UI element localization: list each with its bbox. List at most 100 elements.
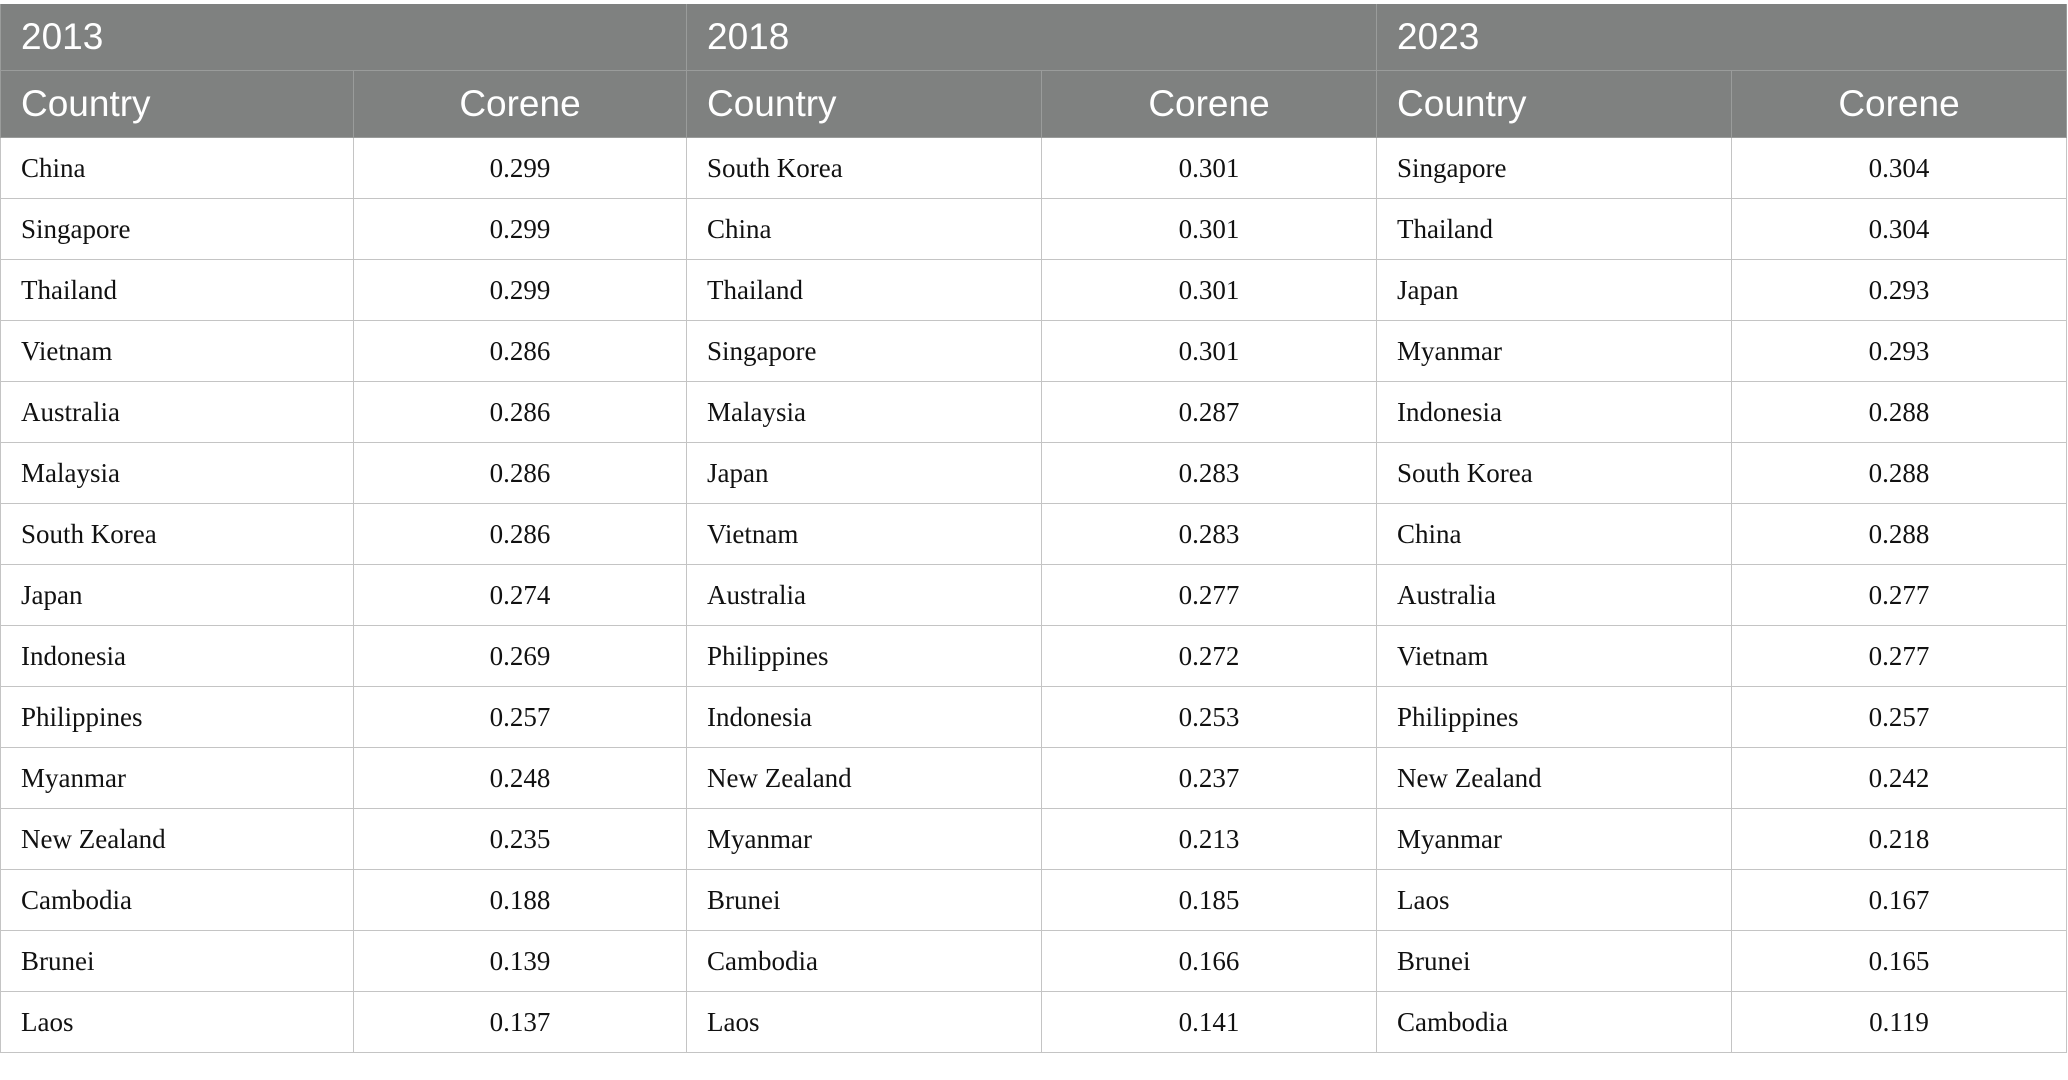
table-row: Myanmar 0.248 New Zealand 0.237 New Zealand 0… (0, 747, 2067, 809)
corene-value-cell: 0.218 (1731, 808, 2067, 870)
country-cell: Laos (686, 991, 1042, 1053)
country-cell: Singapore (0, 198, 354, 260)
country-cell: Thailand (1376, 198, 1732, 260)
country-cell: South Korea (686, 137, 1042, 199)
country-cell: Cambodia (0, 869, 354, 931)
country-cell: Australia (1376, 564, 1732, 626)
corene-value-cell: 0.119 (1731, 991, 2067, 1053)
corene-value-cell: 0.272 (1041, 625, 1377, 687)
corene-value-cell: 0.257 (1731, 686, 2067, 748)
corene-value-cell: 0.283 (1041, 442, 1377, 504)
table-row: China 0.299 South Korea 0.301 Singapore 0.304 (0, 137, 2067, 199)
country-cell: Laos (0, 991, 354, 1053)
corene-value-cell: 0.283 (1041, 503, 1377, 565)
table-row: Brunei 0.139 Cambodia 0.166 Brunei 0.165 (0, 930, 2067, 992)
country-cell: Indonesia (0, 625, 354, 687)
table-row: Philippines 0.257 Indonesia 0.253 Philippine… (0, 686, 2067, 748)
year-header-2013: 2013 (0, 4, 687, 71)
table-header: 2013 2018 2023 Country Corene Country Co… (0, 4, 2067, 138)
year-header-2018: 2018 (686, 4, 1377, 71)
country-cell: Indonesia (1376, 381, 1732, 443)
country-cell: New Zealand (1376, 747, 1732, 809)
corene-value-cell: 0.269 (353, 625, 687, 687)
corene-value-cell: 0.248 (353, 747, 687, 809)
table-row: Cambodia 0.188 Brunei 0.185 Laos 0.167 (0, 869, 2067, 931)
country-cell: Malaysia (686, 381, 1042, 443)
corene-value-cell: 0.288 (1731, 503, 2067, 565)
country-cell: Singapore (686, 320, 1042, 382)
country-cell: Vietnam (0, 320, 354, 382)
corene-value-cell: 0.286 (353, 503, 687, 565)
corene-value-cell: 0.301 (1041, 320, 1377, 382)
corene-value-cell: 0.137 (353, 991, 687, 1053)
country-cell: South Korea (0, 503, 354, 565)
country-cell: Myanmar (0, 747, 354, 809)
year-header-row: 2013 2018 2023 (0, 4, 2067, 71)
country-cell: Philippines (0, 686, 354, 748)
table-row: Indonesia 0.269 Philippines 0.272 Vietnam 0.2… (0, 625, 2067, 687)
corene-value-cell: 0.288 (1731, 381, 2067, 443)
table-row: South Korea 0.286 Vietnam 0.283 China 0.288 (0, 503, 2067, 565)
country-cell: Indonesia (686, 686, 1042, 748)
country-cell: South Korea (1376, 442, 1732, 504)
country-cell: Japan (686, 442, 1042, 504)
corene-value-cell: 0.165 (1731, 930, 2067, 992)
country-cell: Cambodia (1376, 991, 1732, 1053)
column-header-country: Country (686, 70, 1042, 138)
corene-value-cell: 0.237 (1041, 747, 1377, 809)
country-cell: Brunei (686, 869, 1042, 931)
country-cell: Thailand (0, 259, 354, 321)
corene-value-cell: 0.304 (1731, 137, 2067, 199)
corene-value-cell: 0.299 (353, 137, 687, 199)
table-row: Thailand 0.299 Thailand 0.301 Japan 0.293 (0, 259, 2067, 321)
country-cell: China (0, 137, 354, 199)
country-cell: Brunei (0, 930, 354, 992)
corene-value-cell: 0.288 (1731, 442, 2067, 504)
country-cell: Brunei (1376, 930, 1732, 992)
table-row: Japan 0.274 Australia 0.277 Australia 0.277 (0, 564, 2067, 626)
corene-value-cell: 0.299 (353, 198, 687, 260)
year-header-2023: 2023 (1376, 4, 2067, 71)
country-cell: Japan (1376, 259, 1732, 321)
country-cell: Japan (0, 564, 354, 626)
table-row: New Zealand 0.235 Myanmar 0.213 Myanmar 0.218 (0, 808, 2067, 870)
corene-value-cell: 0.277 (1731, 564, 2067, 626)
table-row: Singapore 0.299 China 0.301 Thailand 0.304 (0, 198, 2067, 260)
corene-value-cell: 0.277 (1731, 625, 2067, 687)
table-row: Laos 0.137 Laos 0.141 Cambodia 0.119 (0, 991, 2067, 1053)
country-cell: Laos (1376, 869, 1732, 931)
corene-value-cell: 0.213 (1041, 808, 1377, 870)
ranking-table: 2013 2018 2023 Country Corene Country Co… (0, 4, 2067, 1053)
corene-value-cell: 0.185 (1041, 869, 1377, 931)
country-cell: Malaysia (0, 442, 354, 504)
corene-value-cell: 0.293 (1731, 320, 2067, 382)
corene-value-cell: 0.277 (1041, 564, 1377, 626)
corene-value-cell: 0.141 (1041, 991, 1377, 1053)
country-cell: Thailand (686, 259, 1042, 321)
corene-value-cell: 0.235 (353, 808, 687, 870)
corene-value-cell: 0.167 (1731, 869, 2067, 931)
corene-value-cell: 0.293 (1731, 259, 2067, 321)
country-cell: Vietnam (686, 503, 1042, 565)
country-cell: Cambodia (686, 930, 1042, 992)
column-header-row: Country Corene Country Corene Country Co… (0, 70, 2067, 138)
column-header-country: Country (1376, 70, 1732, 138)
country-cell: Philippines (1376, 686, 1732, 748)
table-row: Australia 0.286 Malaysia 0.287 Indonesia 0.28… (0, 381, 2067, 443)
corene-value-cell: 0.139 (353, 930, 687, 992)
country-cell: Myanmar (1376, 320, 1732, 382)
country-cell: China (686, 198, 1042, 260)
corene-value-cell: 0.299 (353, 259, 687, 321)
corene-value-cell: 0.287 (1041, 381, 1377, 443)
corene-value-cell: 0.301 (1041, 137, 1377, 199)
table-row: Malaysia 0.286 Japan 0.283 South Korea 0.288 (0, 442, 2067, 504)
column-header-country: Country (0, 70, 354, 138)
column-header-corene: Corene (1041, 70, 1377, 138)
corene-value-cell: 0.304 (1731, 198, 2067, 260)
country-cell: Singapore (1376, 137, 1732, 199)
table-body: China 0.299 South Korea 0.301 Singapore 0.304… (0, 137, 2067, 1053)
corene-value-cell: 0.166 (1041, 930, 1377, 992)
country-cell: Australia (686, 564, 1042, 626)
corene-value-cell: 0.286 (353, 381, 687, 443)
corene-value-cell: 0.274 (353, 564, 687, 626)
